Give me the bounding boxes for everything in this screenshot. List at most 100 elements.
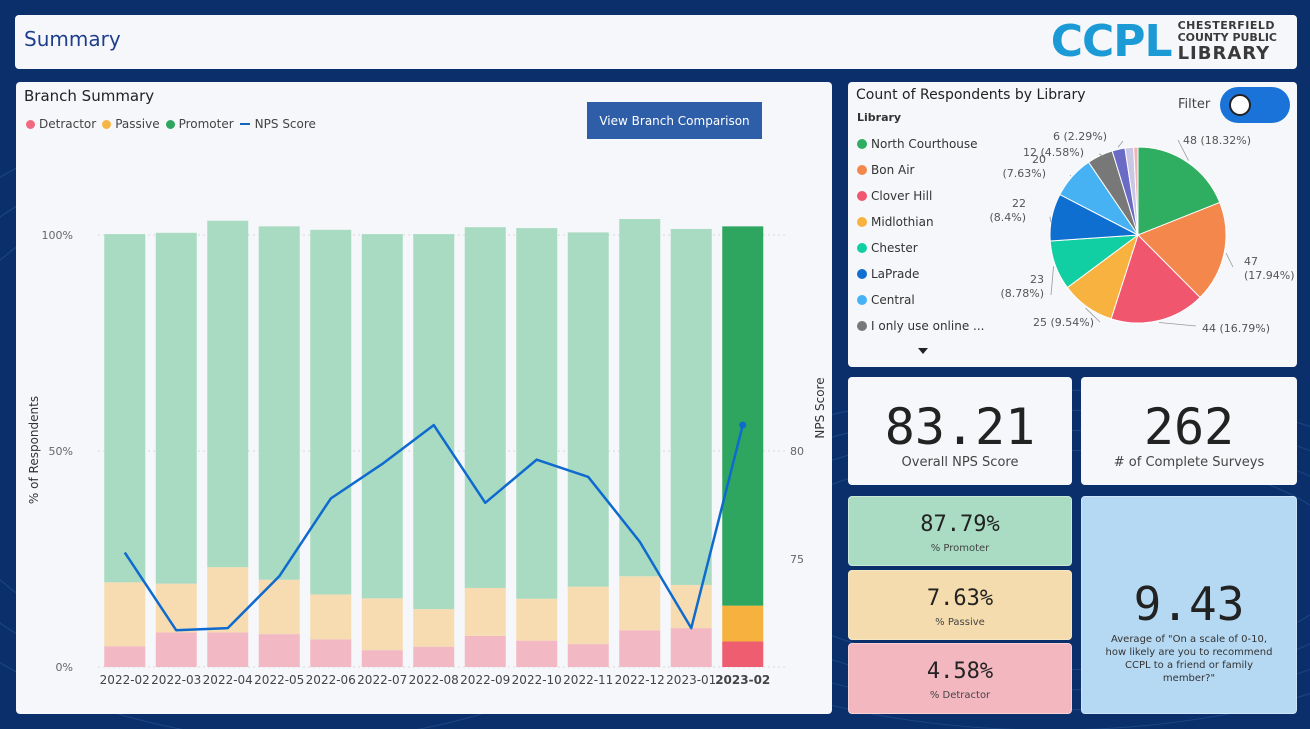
x-tick-label: 2022-03 xyxy=(151,673,201,687)
x-tick-label: 2022-02 xyxy=(100,673,150,687)
complete-surveys-label: # of Complete Surveys xyxy=(1113,455,1265,470)
library-legend-item[interactable]: Midlothian xyxy=(857,209,984,235)
bar-passive xyxy=(413,609,455,647)
bar-passive xyxy=(104,582,146,647)
branch-summary-title: Branch Summary xyxy=(24,87,155,105)
library-legend-item[interactable]: LaPrade xyxy=(857,261,984,287)
bar-detractor xyxy=(258,634,300,667)
nps-line-icon xyxy=(239,123,250,125)
pie-slice xyxy=(1133,146,1139,236)
library-name: North Courthouse xyxy=(871,137,978,151)
detractor-pct-value: 4.58% xyxy=(926,659,994,684)
library-name: I only use online ... xyxy=(871,319,985,333)
header-bar: Summary CCPL CHESTERFIELD COUNTY PUBLIC … xyxy=(15,15,1297,69)
library-legend-list: North Courthouse Bon Air Clover Hill Midlot… xyxy=(857,131,984,339)
pie-slice xyxy=(1137,146,1221,236)
pie-data-label: 48 (18.32%) xyxy=(1183,134,1251,147)
bar-passive xyxy=(722,605,764,642)
pie-leader-line xyxy=(1177,139,1189,161)
bar-promoter xyxy=(258,226,300,580)
pie-leader-line xyxy=(1117,140,1124,148)
pie-slice xyxy=(1110,234,1201,324)
library-dot-icon xyxy=(857,217,867,227)
pie-leader-line xyxy=(1098,153,1104,157)
logo-line-1: CHESTERFIELD xyxy=(1177,19,1276,32)
library-name: Clover Hill xyxy=(871,189,933,203)
filter-toggle[interactable] xyxy=(1220,87,1290,123)
ccpl-logo: CCPL CHESTERFIELD COUNTY PUBLIC LIBRARY xyxy=(1051,18,1277,66)
bar-detractor xyxy=(155,632,197,667)
pie-data-label: 12 (4.58%) xyxy=(1023,146,1084,159)
pie-slice xyxy=(1137,201,1227,299)
scroll-down-icon[interactable] xyxy=(918,348,928,354)
bar-detractor xyxy=(207,632,249,667)
library-name: Chester xyxy=(871,241,918,255)
page-title: Summary xyxy=(24,27,121,51)
average-score-card: 9.43 Average of "On a scale of 0-10, how… xyxy=(1081,496,1297,714)
complete-surveys-card: 262 # of Complete Surveys xyxy=(1081,377,1297,485)
library-legend-item[interactable]: Bon Air xyxy=(857,157,984,183)
x-tick-label: 2022-11 xyxy=(563,673,613,687)
promoter-pct-value: 87.79% xyxy=(920,512,1000,537)
pie-data-label: (8.4%) xyxy=(989,211,1026,224)
bar-promoter xyxy=(567,232,609,587)
bar-detractor xyxy=(361,650,403,667)
x-tick-label: 2022-04 xyxy=(203,673,253,687)
pie-data-label: 47 xyxy=(1244,255,1258,268)
detractor-card: 4.58% % Detractor xyxy=(848,643,1072,714)
library-legend-item[interactable]: North Courthouse xyxy=(857,131,984,157)
promoter-pct-label: % Promoter xyxy=(930,543,990,554)
bar-detractor xyxy=(413,646,455,667)
y-tick-label: 0% xyxy=(56,661,73,674)
library-dot-icon xyxy=(857,243,867,253)
x-tick-label: 2022-06 xyxy=(306,673,356,687)
legend-detractor-label: Detractor xyxy=(39,117,97,131)
detractor-dot-icon xyxy=(26,119,35,129)
view-branch-comparison-button[interactable]: View Branch Comparison xyxy=(587,102,762,139)
x-tick-label: 2022-08 xyxy=(409,673,459,687)
legend-passive: Passive xyxy=(102,117,160,131)
respondents-panel: 48 (18.32%) 47 (17.94%) 44 (16.79%) 25 (9.54… xyxy=(848,82,1297,367)
logo-line-2: COUNTY PUBLIC xyxy=(1177,31,1277,44)
promoter-dot-icon xyxy=(165,119,175,129)
pie-leader-line xyxy=(1225,253,1234,268)
library-legend-item[interactable]: I only use online ... xyxy=(857,313,984,339)
pie-data-label: (7.63%) xyxy=(1002,167,1046,180)
bar-promoter xyxy=(207,220,249,568)
overall-nps-card: 83.21 Overall NPS Score xyxy=(848,377,1072,485)
y-tick-label: 50% xyxy=(49,445,73,458)
pie-leader-line xyxy=(1069,174,1072,177)
library-dot-icon xyxy=(857,191,867,201)
bar-detractor xyxy=(722,641,764,667)
bar-passive xyxy=(361,598,403,651)
logo-line-3: LIBRARY xyxy=(1177,43,1271,64)
bar-passive xyxy=(464,587,506,636)
bar-promoter xyxy=(464,227,506,588)
library-dot-icon xyxy=(857,165,867,175)
toggle-knob xyxy=(1229,94,1251,116)
pie-data-label: 23 xyxy=(1030,273,1044,286)
bar-promoter xyxy=(310,229,352,595)
passive-card: 7.63% % Passive xyxy=(848,570,1072,640)
y-axis-label: % of Respondents xyxy=(27,396,41,504)
library-legend-header: Library xyxy=(857,111,902,124)
bar-promoter xyxy=(413,234,455,610)
nps-series-line xyxy=(123,423,744,632)
bar-detractor xyxy=(567,644,609,667)
x-tick-label: 2022-05 xyxy=(254,673,304,687)
nps-point xyxy=(739,421,747,429)
chart-legend: Detractor Passive Promoter NPS Score xyxy=(26,117,322,131)
library-legend-item[interactable]: Clover Hill xyxy=(857,183,984,209)
library-dot-icon xyxy=(857,269,867,279)
library-legend-item[interactable]: Central xyxy=(857,287,984,313)
library-legend-item[interactable]: Chester xyxy=(857,235,984,261)
pie-data-label: 25 (9.54%) xyxy=(1033,316,1094,329)
library-dot-icon xyxy=(857,139,867,149)
overall-nps-value: 83.21 xyxy=(884,398,1036,456)
x-tick-label: 2022-10 xyxy=(512,673,562,687)
detractor-pct-label: % Detractor xyxy=(929,690,991,701)
legend-promoter-label: Promoter xyxy=(178,117,234,131)
bar-promoter xyxy=(155,232,197,584)
promoter-card: 87.79% % Promoter xyxy=(848,496,1072,566)
passive-dot-icon xyxy=(102,119,112,129)
